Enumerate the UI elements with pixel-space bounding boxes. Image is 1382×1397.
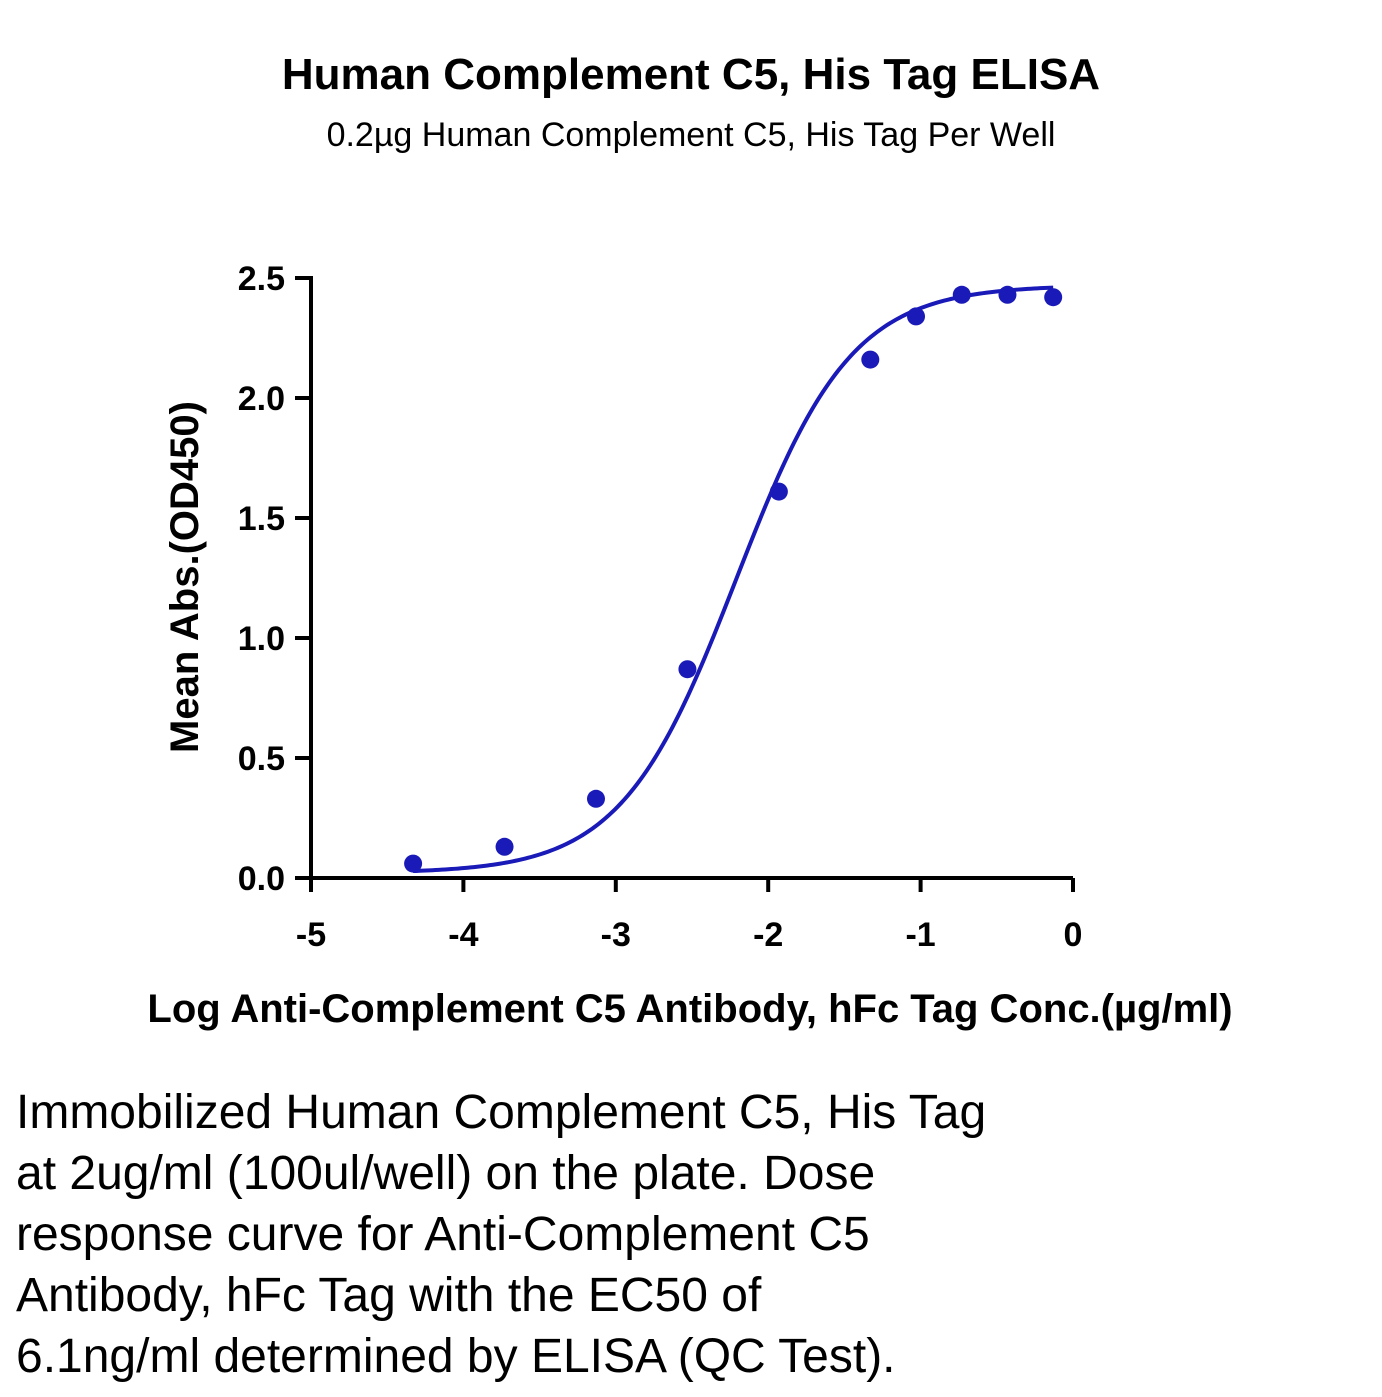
x-tick-label: -3 bbox=[601, 916, 631, 954]
y-axis-label: Mean Abs.(OD450) bbox=[163, 401, 207, 753]
x-axis-label: Log Anti-Complement C5 Antibody, hFc Tag… bbox=[147, 987, 1232, 1031]
y-tick-label: 0.0 bbox=[238, 860, 285, 898]
data-point bbox=[495, 837, 514, 856]
data-point bbox=[769, 482, 788, 501]
chart-title: Human Complement C5, His Tag ELISA bbox=[281, 50, 1101, 99]
x-tick-label: -2 bbox=[753, 916, 783, 954]
caption-line: at 2ug/ml (100ul/well) on the plate. Dos… bbox=[16, 1147, 876, 1200]
data-point bbox=[861, 350, 880, 369]
y-tick-label: 1.0 bbox=[238, 620, 285, 658]
caption-line: response curve for Anti-Complement C5 bbox=[16, 1208, 870, 1261]
axes bbox=[295, 276, 1075, 892]
tick-labels: -5 -4 -3 -2 -1 0 0.0 0.5 1.0 1.5 2.0 2.5 bbox=[238, 260, 1083, 954]
data-point bbox=[952, 285, 971, 304]
elisa-dose-response-chart: -5 -4 -3 -2 -1 0 0.0 0.5 1.0 1.5 2.0 2.5 Log Anti-C… bbox=[147, 260, 1232, 1031]
data-point bbox=[998, 285, 1017, 304]
y-tick-label: 1.5 bbox=[238, 500, 285, 538]
x-tick-label: 0 bbox=[1064, 916, 1083, 954]
data-point bbox=[678, 660, 697, 679]
caption-line: Antibody, hFc Tag with the EC50 of bbox=[16, 1269, 762, 1322]
x-tick-label: -4 bbox=[448, 916, 478, 954]
data-point bbox=[586, 789, 605, 808]
caption-line: 6.1ng/ml determined by ELISA (QC Test). bbox=[16, 1330, 896, 1383]
figure-caption: Immobilized Human Complement C5, His Tag… bbox=[16, 1082, 1316, 1387]
data-point bbox=[1044, 288, 1063, 307]
data-point bbox=[907, 307, 926, 326]
caption-line: Immobilized Human Complement C5, His Tag bbox=[16, 1086, 987, 1139]
chart-subtitle: 0.2µg Human Complement C5, His Tag Per W… bbox=[326, 116, 1056, 154]
data-point bbox=[404, 854, 423, 873]
y-tick-label: 2.5 bbox=[238, 260, 285, 298]
y-tick-label: 0.5 bbox=[238, 740, 285, 778]
x-tick-label: -5 bbox=[296, 916, 326, 954]
x-tick-label: -1 bbox=[905, 916, 935, 954]
data-points bbox=[404, 285, 1063, 873]
fit-curve bbox=[413, 285, 1054, 874]
y-tick-label: 2.0 bbox=[238, 380, 285, 418]
